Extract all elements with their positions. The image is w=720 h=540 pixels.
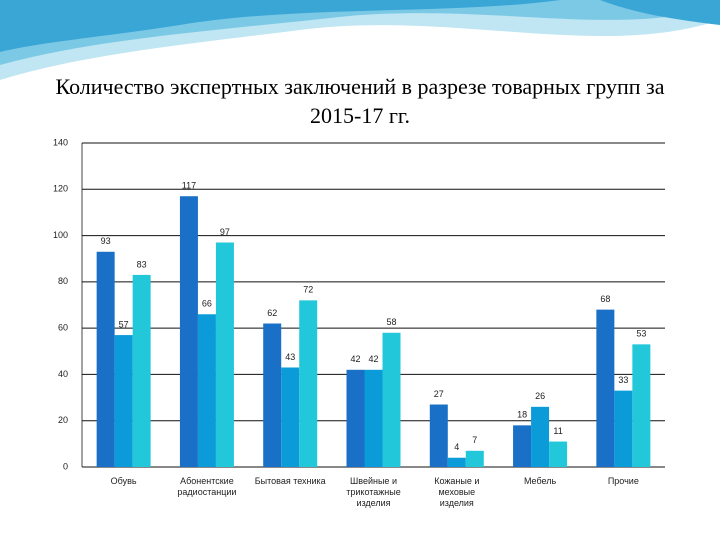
y-tick-label: 120 xyxy=(53,184,68,194)
bar xyxy=(114,335,133,467)
value-label: 7 xyxy=(472,435,477,445)
x-tick-label: Бытовая техника xyxy=(254,476,326,486)
bar xyxy=(96,251,115,467)
bar xyxy=(346,369,365,467)
y-tick-label: 20 xyxy=(58,415,68,425)
value-label: 42 xyxy=(350,354,360,364)
x-tick-label: Кожаные и меховые изделия xyxy=(434,476,480,508)
value-label: 4 xyxy=(454,442,459,452)
bar xyxy=(299,300,318,467)
bar xyxy=(281,367,300,467)
value-label: 62 xyxy=(267,308,277,318)
value-label: 117 xyxy=(182,181,196,191)
bar xyxy=(215,242,234,467)
y-tick-label: 60 xyxy=(58,323,68,333)
value-label: 18 xyxy=(517,410,527,420)
bar xyxy=(465,450,484,467)
value-label: 26 xyxy=(535,391,545,401)
x-tick-label: Абонентские радиостанции xyxy=(177,476,237,497)
bar xyxy=(614,390,633,467)
bar xyxy=(364,369,383,467)
y-tick-label: 80 xyxy=(58,276,68,286)
value-label: 58 xyxy=(386,317,396,327)
y-tick-label: 140 xyxy=(53,137,68,147)
x-tick-label: Обувь xyxy=(110,476,137,486)
bar xyxy=(513,425,532,467)
value-label: 57 xyxy=(119,319,129,329)
decoration xyxy=(0,0,560,52)
bar xyxy=(429,404,448,467)
x-tick-label: Прочие xyxy=(607,476,639,486)
y-tick-label: 40 xyxy=(58,369,68,379)
bar xyxy=(531,406,550,467)
value-label: 97 xyxy=(220,227,230,237)
y-tick-label: 100 xyxy=(53,230,68,240)
bar xyxy=(263,323,282,467)
chart-title: Количество экспертных заключений в разре… xyxy=(55,74,665,128)
value-label: 43 xyxy=(285,352,295,362)
value-label: 11 xyxy=(553,426,562,436)
value-label: 66 xyxy=(202,299,212,309)
bar xyxy=(549,441,568,467)
value-label: 53 xyxy=(636,329,646,339)
value-label: 83 xyxy=(137,259,147,269)
bar xyxy=(596,309,615,467)
value-label: 68 xyxy=(600,294,610,304)
value-label: 27 xyxy=(434,389,444,399)
x-tick-label: Мебель xyxy=(523,476,557,486)
bar xyxy=(179,196,198,467)
y-tick-label: 0 xyxy=(63,461,68,471)
bar xyxy=(132,274,151,467)
value-label: 33 xyxy=(618,375,628,385)
value-label: 42 xyxy=(368,354,378,364)
value-label: 72 xyxy=(303,285,313,295)
decoration xyxy=(600,0,720,25)
bar xyxy=(447,457,466,467)
x-tick-label: Швейные и трикотажные изделия xyxy=(346,476,401,508)
bar xyxy=(632,344,651,467)
bar xyxy=(197,314,216,467)
value-label: 93 xyxy=(101,236,111,246)
bar xyxy=(382,332,401,467)
